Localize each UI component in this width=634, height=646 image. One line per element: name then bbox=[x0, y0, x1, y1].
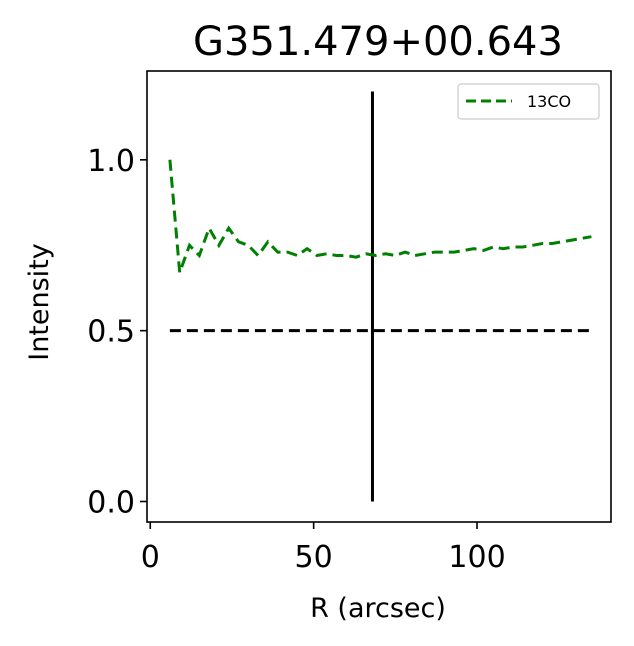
y-tick-label: 1.0 bbox=[87, 144, 135, 179]
chart-title: G351.479+00.643 bbox=[193, 19, 563, 65]
legend: 13CO bbox=[457, 83, 600, 120]
x-axis-label: R (arcsec) bbox=[310, 593, 446, 624]
plot-frame bbox=[146, 70, 612, 523]
series-line-13co bbox=[168, 159, 592, 274]
axis-ticks: 0 50 100 0.0 0.5 1.0 bbox=[87, 144, 505, 575]
x-tick-label: 100 bbox=[448, 540, 505, 575]
y-tick-label: 0.0 bbox=[87, 486, 135, 521]
x-tick-label: 0 bbox=[141, 540, 160, 575]
y-axis-label: Intensity bbox=[24, 243, 55, 361]
plot-area bbox=[168, 91, 592, 502]
y-tick-label: 0.5 bbox=[87, 315, 135, 350]
legend-box bbox=[457, 83, 600, 120]
x-tick-label: 50 bbox=[295, 540, 333, 575]
legend-label-13co: 13CO bbox=[527, 92, 571, 111]
